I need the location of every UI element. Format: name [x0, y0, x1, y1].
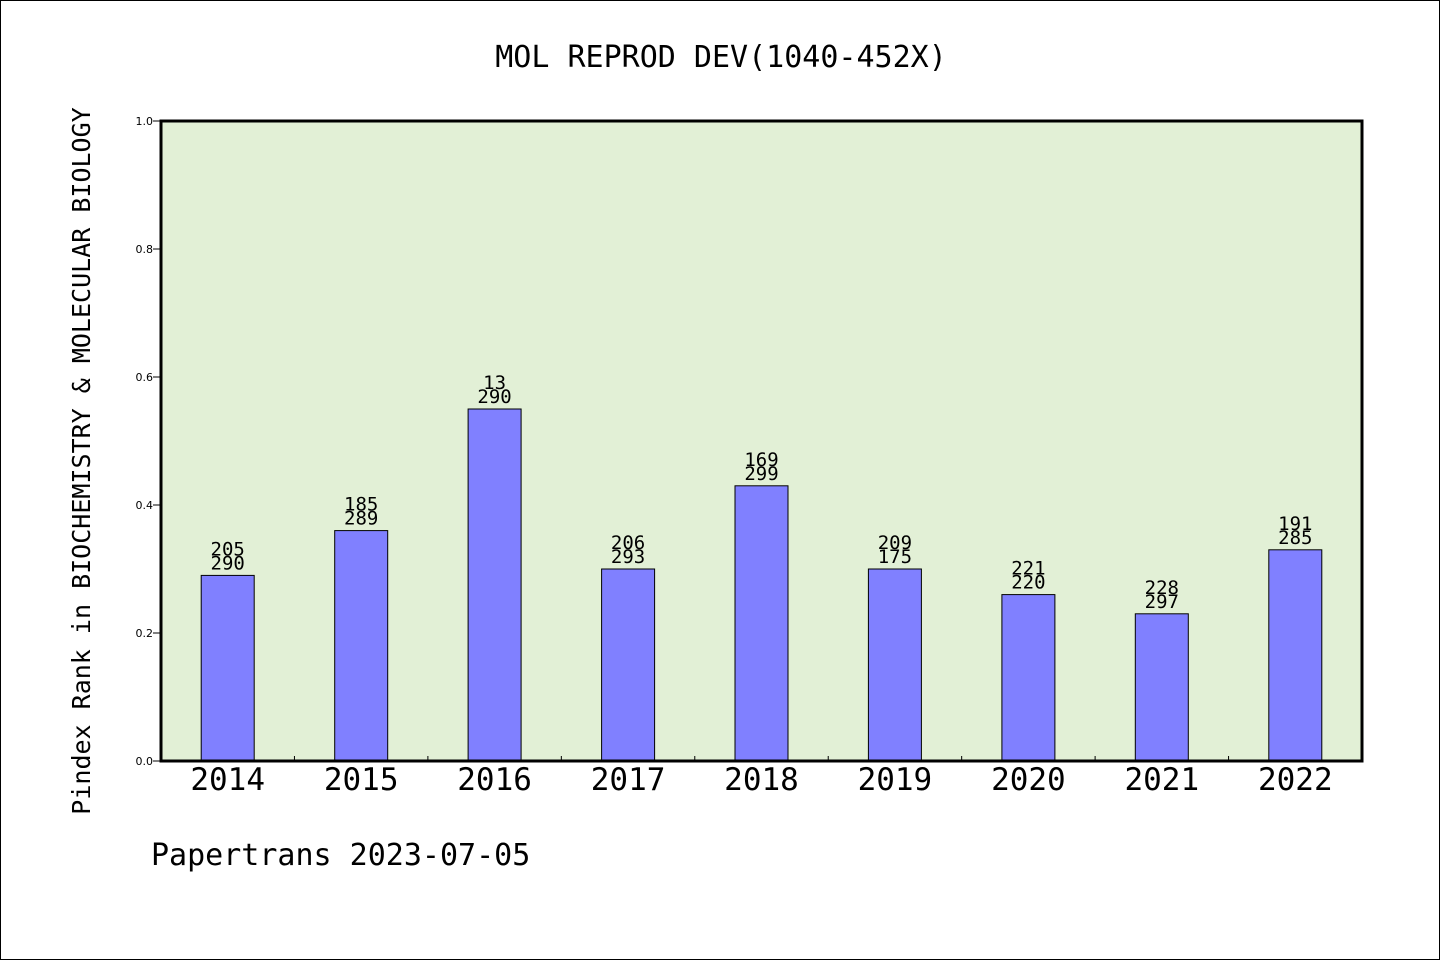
x-tick-label: 2018: [724, 762, 799, 798]
y-axis: 0.0 0.2 0.4 0.6 0.8 1.0: [136, 115, 161, 768]
bar-label-bottom: 285: [1278, 527, 1312, 549]
bar-2021: [1134, 613, 1189, 762]
bar-label-bottom: 290: [477, 386, 511, 408]
bar-2022: [1268, 549, 1323, 762]
y-tick-label: 0.0: [136, 755, 154, 768]
y-tick-label: 0.6: [136, 371, 154, 384]
bar-2015: [334, 530, 389, 762]
y-tick-label: 0.8: [136, 243, 154, 256]
bar-2017: [601, 568, 656, 762]
y-tick-label: 0.4: [136, 499, 154, 512]
bar-label-top: 209: [878, 532, 912, 554]
bar-label-top: 205: [211, 538, 245, 560]
bar-label-top: 228: [1145, 577, 1179, 599]
bar-label-bottom: 297: [1145, 591, 1179, 613]
bar-label-top: 191: [1278, 513, 1312, 535]
bar-label-top: 221: [1011, 558, 1045, 580]
bar-label-bottom: 293: [611, 546, 645, 568]
x-tick-label: 2021: [1124, 762, 1199, 798]
x-tick-label: 2017: [591, 762, 666, 798]
x-tick-label: 2015: [324, 762, 399, 798]
bar-label-bottom: 290: [211, 552, 245, 574]
bar-2018: [734, 485, 789, 762]
footer-credit: Papertrans 2023-07-05: [151, 838, 530, 873]
bar-label-bottom: 175: [878, 546, 912, 568]
bar-labels-group: 2052901852891329020629316929920917522122…: [211, 372, 1313, 613]
bar-2014: [200, 574, 255, 762]
bar-2019: [867, 568, 922, 762]
bar-label-top: 169: [744, 449, 778, 471]
x-tick-label: 2016: [457, 762, 532, 798]
chart-title: MOL REPROD DEV(1040-452X): [495, 40, 947, 75]
plot-border: [159, 119, 1364, 763]
bars-group: [200, 408, 1323, 762]
bar-2016: [467, 408, 522, 762]
x-tick-label: 2014: [190, 762, 265, 798]
bar-label-top: 206: [611, 532, 645, 554]
bar-2020: [1001, 594, 1056, 762]
x-tick-label: 2022: [1258, 762, 1333, 798]
y-axis-label: Pindex Rank in BIOCHEMISTRY & MOLECULAR …: [67, 107, 96, 814]
bar-label-top: 185: [344, 494, 378, 516]
bar-label-bottom: 220: [1011, 572, 1045, 594]
x-tick-label: 2019: [858, 762, 933, 798]
x-axis: 2014 2015 2016 2017 2018 2019 2020 2021 2022: [190, 756, 1333, 798]
bar-label-bottom: 299: [744, 463, 778, 485]
bar-label-top: 13: [483, 372, 506, 394]
y-tick-label: 0.2: [136, 627, 154, 640]
x-tick-label: 2020: [991, 762, 1066, 798]
y-tick-label: 1.0: [136, 115, 154, 128]
bar-label-bottom: 289: [344, 508, 378, 530]
